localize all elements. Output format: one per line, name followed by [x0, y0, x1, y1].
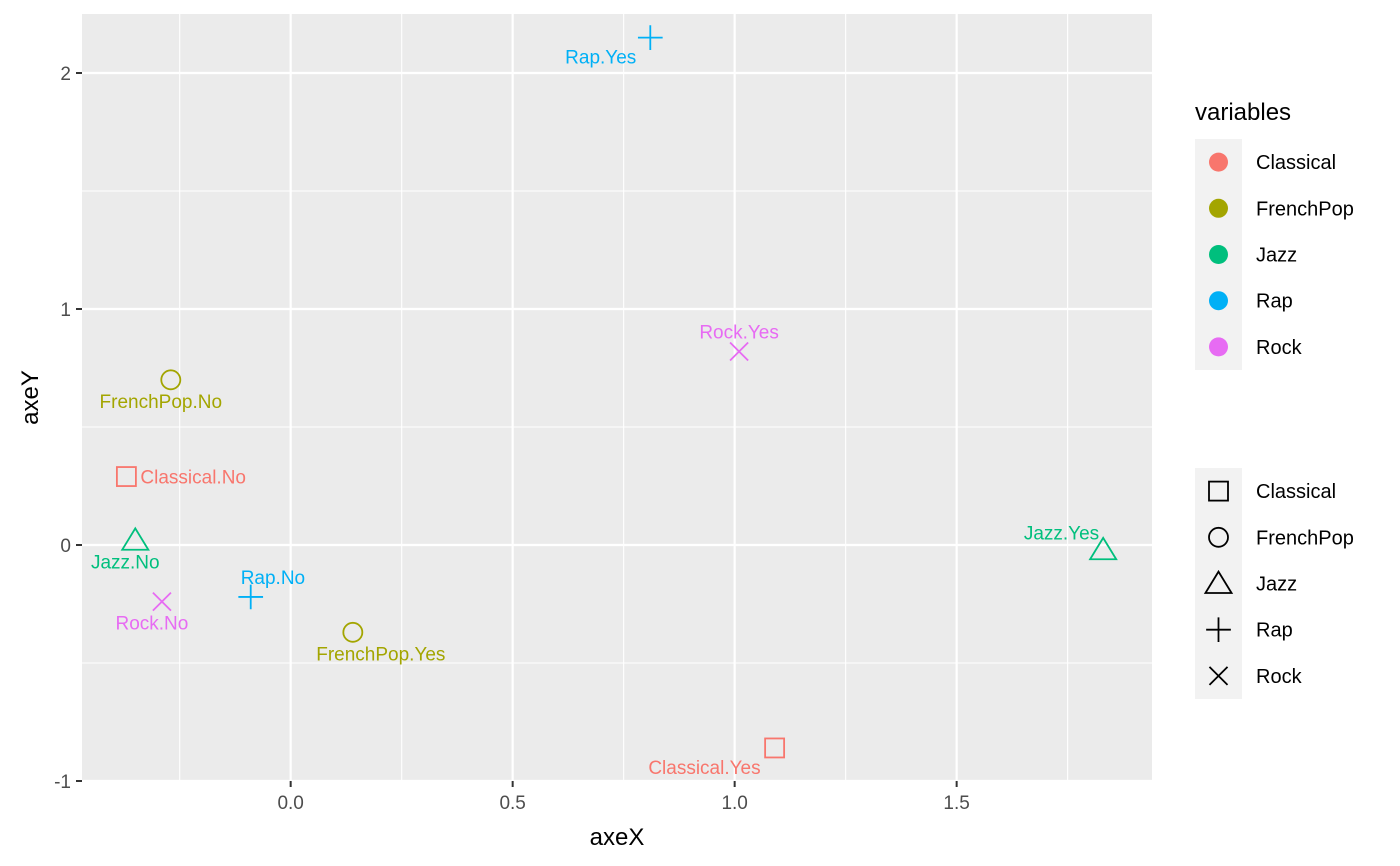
- y-axis-title: axeY: [17, 370, 44, 425]
- point-label: Jazz.Yes: [1024, 524, 1099, 545]
- y-tick-label: 2: [60, 64, 71, 85]
- x-tick-label: 1.5: [943, 793, 969, 814]
- legend-key-classical: [1209, 152, 1228, 172]
- point-rock-yes: [729, 341, 749, 362]
- x-tick-label: 1.0: [721, 793, 747, 814]
- point-label: Rap.No: [241, 568, 305, 589]
- point-label: FrenchPop.Yes: [316, 644, 445, 665]
- legend-key-frenchpop: [1209, 198, 1228, 218]
- point-rap-yes: [637, 25, 663, 50]
- legend-key-jazz: [1203, 569, 1234, 594]
- point-frenchpop-yes: [342, 621, 364, 643]
- x-axis-title: axeX: [590, 824, 645, 851]
- legend-key-rock: [1209, 337, 1228, 357]
- legend-label: Rap: [1256, 620, 1293, 642]
- point-label: Jazz.No: [91, 552, 160, 573]
- legend-label: Rock: [1256, 666, 1303, 688]
- legend-label: Classical: [1256, 152, 1336, 174]
- point-classical-yes: [764, 737, 786, 759]
- point-rock-no: [152, 591, 172, 612]
- color-legend: variables Classical FrenchPop Jazz Rap Rock: [1195, 99, 1354, 370]
- shape-legend: Classical FrenchPop Jazz Rap Rock: [1195, 468, 1354, 699]
- gridlines: [82, 14, 1152, 783]
- point-label: Rock.No: [115, 614, 188, 635]
- plot-panel: [82, 14, 1152, 781]
- legend-label: Rock: [1256, 337, 1303, 359]
- legend-key-jazz: [1209, 245, 1228, 264]
- legend-key-background: [1195, 468, 1242, 699]
- y-tick-label: 0: [60, 536, 71, 557]
- y-tick-label: -1: [54, 772, 71, 793]
- legend-key-rap: [1206, 617, 1231, 643]
- legend-key-rock: [1208, 666, 1229, 686]
- point-classical-no: [115, 466, 137, 487]
- legend-key-classical: [1208, 480, 1229, 502]
- legend-label: Classical: [1256, 481, 1336, 503]
- y-tick-label: 1: [60, 300, 71, 321]
- point-frenchpop-no: [160, 369, 182, 391]
- point-label: FrenchPop.No: [100, 392, 223, 413]
- point-jazz-no: [120, 526, 150, 551]
- point-label: Classical.No: [140, 468, 246, 489]
- x-tick-label: 0.0: [277, 793, 303, 814]
- point-label: Rap.Yes: [565, 48, 636, 69]
- point-label: Rock.Yes: [699, 322, 779, 343]
- point-rap-no: [238, 584, 264, 610]
- legend-label: FrenchPop: [1256, 198, 1354, 220]
- legend-key-frenchpop: [1208, 526, 1229, 548]
- legend-label: Jazz: [1256, 574, 1297, 596]
- legend-label: Rap: [1256, 291, 1293, 313]
- data-points: Classical.No Classical.Yes FrenchPop.No Fre…: [91, 25, 1118, 779]
- legend-label: FrenchPop: [1256, 527, 1354, 549]
- point-label: Classical.Yes: [648, 758, 760, 779]
- point-jazz-yes: [1088, 536, 1118, 561]
- x-tick-label: 0.5: [499, 793, 525, 814]
- legend-title: variables: [1195, 99, 1291, 126]
- legend-label: Jazz: [1256, 245, 1297, 267]
- legend-key-rap: [1209, 291, 1228, 311]
